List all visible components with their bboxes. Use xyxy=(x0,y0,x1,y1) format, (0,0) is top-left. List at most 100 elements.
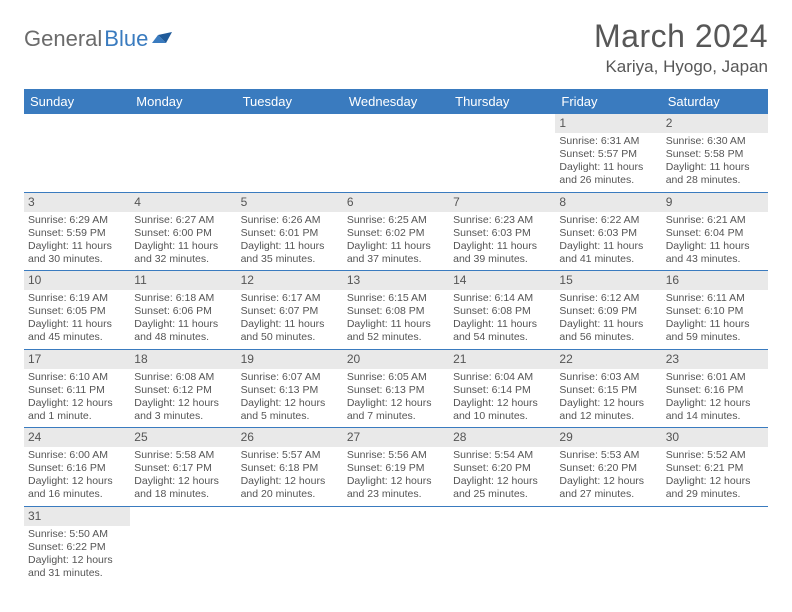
sunset-text: Sunset: 6:03 PM xyxy=(453,227,551,240)
calendar-day: 13Sunrise: 6:15 AMSunset: 6:08 PMDayligh… xyxy=(343,271,449,350)
sunset-text: Sunset: 6:16 PM xyxy=(666,384,764,397)
daylight-text: Daylight: 11 hours xyxy=(28,240,126,253)
sunset-text: Sunset: 6:18 PM xyxy=(241,462,339,475)
calendar-day: 24Sunrise: 6:00 AMSunset: 6:16 PMDayligh… xyxy=(24,428,130,507)
calendar-empty xyxy=(555,506,661,584)
day-number: 9 xyxy=(662,193,768,212)
daylight-text: Daylight: 11 hours xyxy=(347,240,445,253)
calendar-day: 8Sunrise: 6:22 AMSunset: 6:03 PMDaylight… xyxy=(555,192,661,271)
daylight-text: and 32 minutes. xyxy=(134,253,232,266)
daylight-text: and 29 minutes. xyxy=(666,488,764,501)
sunrise-text: Sunrise: 6:04 AM xyxy=(453,371,551,384)
sunrise-text: Sunrise: 6:11 AM xyxy=(666,292,764,305)
daylight-text: and 16 minutes. xyxy=(28,488,126,501)
daylight-text: and 37 minutes. xyxy=(347,253,445,266)
day-number: 18 xyxy=(130,350,236,369)
day-number: 29 xyxy=(555,428,661,447)
day-header: Tuesday xyxy=(237,89,343,114)
day-number: 30 xyxy=(662,428,768,447)
calendar-day: 22Sunrise: 6:03 AMSunset: 6:15 PMDayligh… xyxy=(555,349,661,428)
sunset-text: Sunset: 5:57 PM xyxy=(559,148,657,161)
sunset-text: Sunset: 6:20 PM xyxy=(453,462,551,475)
daylight-text: Daylight: 12 hours xyxy=(28,475,126,488)
day-number: 15 xyxy=(555,271,661,290)
sunrise-text: Sunrise: 6:18 AM xyxy=(134,292,232,305)
day-header: Friday xyxy=(555,89,661,114)
calendar-day: 16Sunrise: 6:11 AMSunset: 6:10 PMDayligh… xyxy=(662,271,768,350)
sunset-text: Sunset: 6:13 PM xyxy=(241,384,339,397)
daylight-text: Daylight: 11 hours xyxy=(666,318,764,331)
sunset-text: Sunset: 6:17 PM xyxy=(134,462,232,475)
sunrise-text: Sunrise: 6:03 AM xyxy=(559,371,657,384)
daylight-text: Daylight: 12 hours xyxy=(559,475,657,488)
sunset-text: Sunset: 6:19 PM xyxy=(347,462,445,475)
sunrise-text: Sunrise: 6:14 AM xyxy=(453,292,551,305)
calendar-day: 25Sunrise: 5:58 AMSunset: 6:17 PMDayligh… xyxy=(130,428,236,507)
month-title: March 2024 xyxy=(594,18,768,55)
calendar-empty xyxy=(130,506,236,584)
daylight-text: and 50 minutes. xyxy=(241,331,339,344)
day-number: 1 xyxy=(555,114,661,133)
daylight-text: and 39 minutes. xyxy=(453,253,551,266)
daylight-text: Daylight: 11 hours xyxy=(559,240,657,253)
sunset-text: Sunset: 5:59 PM xyxy=(28,227,126,240)
calendar-empty xyxy=(130,114,236,192)
calendar-day: 7Sunrise: 6:23 AMSunset: 6:03 PMDaylight… xyxy=(449,192,555,271)
daylight-text: Daylight: 11 hours xyxy=(134,240,232,253)
day-number: 4 xyxy=(130,193,236,212)
sunset-text: Sunset: 6:07 PM xyxy=(241,305,339,318)
daylight-text: Daylight: 12 hours xyxy=(241,397,339,410)
daylight-text: Daylight: 12 hours xyxy=(241,475,339,488)
day-number: 12 xyxy=(237,271,343,290)
calendar-day: 26Sunrise: 5:57 AMSunset: 6:18 PMDayligh… xyxy=(237,428,343,507)
sunset-text: Sunset: 6:16 PM xyxy=(28,462,126,475)
sunset-text: Sunset: 6:00 PM xyxy=(134,227,232,240)
daylight-text: Daylight: 12 hours xyxy=(347,397,445,410)
calendar-day: 30Sunrise: 5:52 AMSunset: 6:21 PMDayligh… xyxy=(662,428,768,507)
sunrise-text: Sunrise: 5:58 AM xyxy=(134,449,232,462)
day-number: 28 xyxy=(449,428,555,447)
calendar-empty xyxy=(237,114,343,192)
daylight-text: Daylight: 12 hours xyxy=(28,554,126,567)
sunset-text: Sunset: 6:05 PM xyxy=(28,305,126,318)
day-number: 21 xyxy=(449,350,555,369)
daylight-text: and 30 minutes. xyxy=(28,253,126,266)
daylight-text: Daylight: 12 hours xyxy=(559,397,657,410)
daylight-text: Daylight: 11 hours xyxy=(559,161,657,174)
daylight-text: Daylight: 11 hours xyxy=(241,240,339,253)
day-number: 3 xyxy=(24,193,130,212)
sunset-text: Sunset: 6:13 PM xyxy=(347,384,445,397)
sunrise-text: Sunrise: 6:19 AM xyxy=(28,292,126,305)
daylight-text: and 48 minutes. xyxy=(134,331,232,344)
calendar-day: 4Sunrise: 6:27 AMSunset: 6:00 PMDaylight… xyxy=(130,192,236,271)
calendar-page: GeneralBlue March 2024 Kariya, Hyogo, Ja… xyxy=(0,0,792,584)
sunrise-text: Sunrise: 6:22 AM xyxy=(559,214,657,227)
daylight-text: and 31 minutes. xyxy=(28,567,126,580)
calendar-day: 29Sunrise: 5:53 AMSunset: 6:20 PMDayligh… xyxy=(555,428,661,507)
sunset-text: Sunset: 6:09 PM xyxy=(559,305,657,318)
daylight-text: and 26 minutes. xyxy=(559,174,657,187)
calendar-week: 17Sunrise: 6:10 AMSunset: 6:11 PMDayligh… xyxy=(24,349,768,428)
daylight-text: Daylight: 11 hours xyxy=(453,318,551,331)
calendar-week: 1Sunrise: 6:31 AMSunset: 5:57 PMDaylight… xyxy=(24,114,768,192)
calendar-day: 5Sunrise: 6:26 AMSunset: 6:01 PMDaylight… xyxy=(237,192,343,271)
calendar-day: 19Sunrise: 6:07 AMSunset: 6:13 PMDayligh… xyxy=(237,349,343,428)
day-number: 17 xyxy=(24,350,130,369)
day-number: 24 xyxy=(24,428,130,447)
brand-part2: Blue xyxy=(104,26,148,52)
day-number: 5 xyxy=(237,193,343,212)
daylight-text: and 12 minutes. xyxy=(559,410,657,423)
calendar-week: 31Sunrise: 5:50 AMSunset: 6:22 PMDayligh… xyxy=(24,506,768,584)
daylight-text: and 14 minutes. xyxy=(666,410,764,423)
day-number: 2 xyxy=(662,114,768,133)
daylight-text: and 18 minutes. xyxy=(134,488,232,501)
sunrise-text: Sunrise: 6:23 AM xyxy=(453,214,551,227)
calendar-day: 15Sunrise: 6:12 AMSunset: 6:09 PMDayligh… xyxy=(555,271,661,350)
daylight-text: Daylight: 11 hours xyxy=(453,240,551,253)
sunrise-text: Sunrise: 6:07 AM xyxy=(241,371,339,384)
sunset-text: Sunset: 6:14 PM xyxy=(453,384,551,397)
daylight-text: and 1 minute. xyxy=(28,410,126,423)
calendar-day: 9Sunrise: 6:21 AMSunset: 6:04 PMDaylight… xyxy=(662,192,768,271)
calendar-empty xyxy=(662,506,768,584)
sunset-text: Sunset: 6:20 PM xyxy=(559,462,657,475)
